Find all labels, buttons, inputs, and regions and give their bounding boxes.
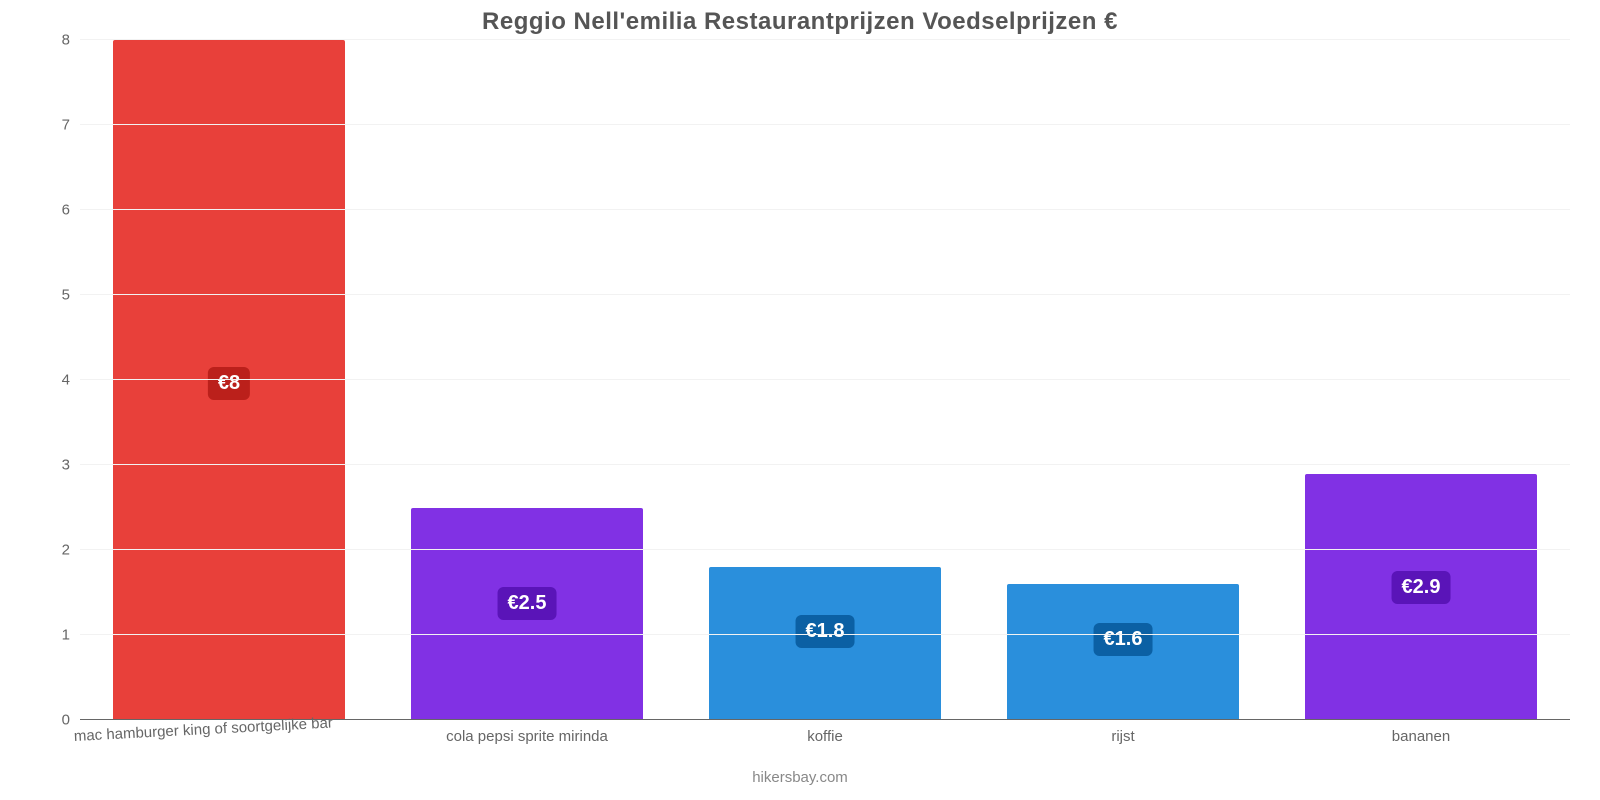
bar-value-label: €2.5 xyxy=(498,587,557,620)
bars-container: €8mac hamburger king of soortgelijke bar… xyxy=(80,40,1570,720)
y-tick-label: 5 xyxy=(62,287,70,304)
bar-slot: €2.9bananen xyxy=(1272,40,1570,720)
plot-area: €8mac hamburger king of soortgelijke bar… xyxy=(80,40,1570,720)
bar-slot: €2.5cola pepsi sprite mirinda xyxy=(378,40,676,720)
grid-line xyxy=(80,549,1570,550)
grid-line xyxy=(80,124,1570,125)
bar-value-label: €8 xyxy=(208,367,250,400)
x-axis-baseline xyxy=(80,719,1570,720)
y-tick-label: 2 xyxy=(62,542,70,559)
bar-slot: €1.8koffie xyxy=(676,40,974,720)
x-tick-label: rijst xyxy=(1111,728,1134,745)
x-tick-label: cola pepsi sprite mirinda xyxy=(446,728,608,745)
y-tick-label: 3 xyxy=(62,457,70,474)
y-tick-label: 0 xyxy=(62,712,70,729)
y-tick-label: 4 xyxy=(62,372,70,389)
grid-line xyxy=(80,209,1570,210)
grid-line xyxy=(80,634,1570,635)
x-tick-label: bananen xyxy=(1392,728,1450,745)
y-tick-label: 8 xyxy=(62,32,70,49)
grid-line xyxy=(80,39,1570,40)
y-tick-label: 1 xyxy=(62,627,70,644)
bar-value-label: €2.9 xyxy=(1392,571,1451,604)
grid-line xyxy=(80,464,1570,465)
bar-value-label: €1.8 xyxy=(796,615,855,648)
chart-title: Reggio Nell'emilia Restaurantprijzen Voe… xyxy=(0,8,1600,36)
x-tick-label: koffie xyxy=(807,728,843,745)
bar-slot: €8mac hamburger king of soortgelijke bar xyxy=(80,40,378,720)
bar-value-label: €1.6 xyxy=(1094,623,1153,656)
attribution-text: hikersbay.com xyxy=(0,769,1600,786)
grid-line xyxy=(80,379,1570,380)
bar-slot: €1.6rijst xyxy=(974,40,1272,720)
y-tick-label: 6 xyxy=(62,202,70,219)
grid-line xyxy=(80,294,1570,295)
y-tick-label: 7 xyxy=(62,117,70,134)
